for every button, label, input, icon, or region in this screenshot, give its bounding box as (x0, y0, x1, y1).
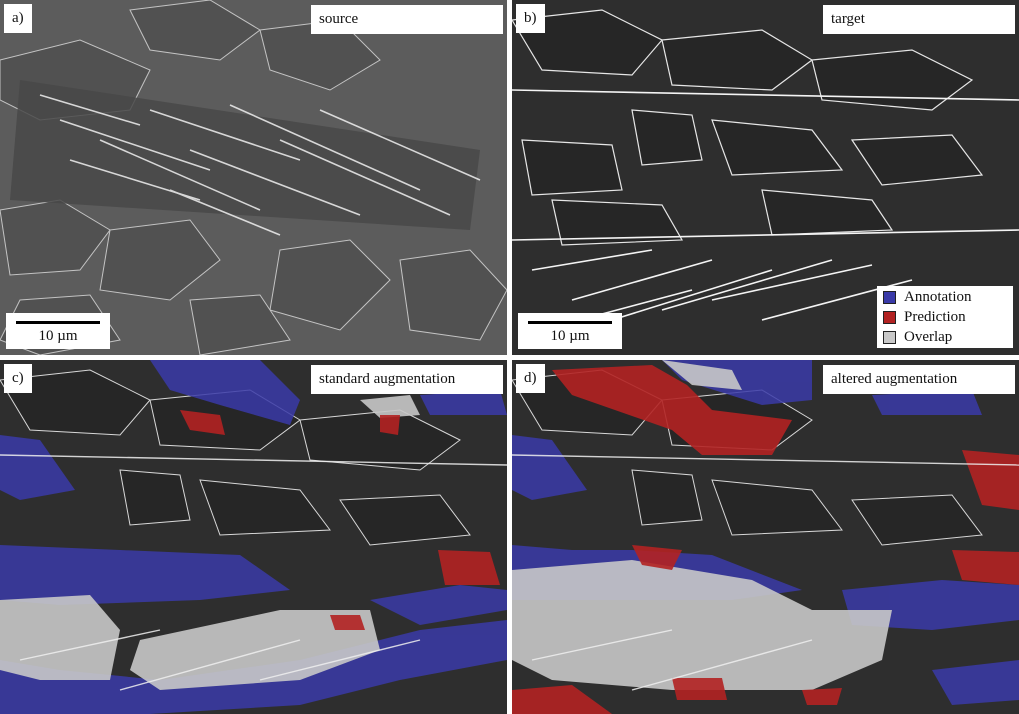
panel-b-title: target (823, 5, 1015, 34)
micrograph-image-target (512, 0, 1019, 355)
legend-label: Prediction (904, 308, 966, 325)
prediction-swatch (883, 310, 896, 324)
panel-d-altered-augmentation: d) altered augmentation (512, 360, 1019, 714)
panel-d-title: altered augmentation (823, 365, 1015, 394)
panel-c-standard-augmentation: c) standard augmentation (0, 360, 507, 714)
legend-item-annotation: Annotation (883, 289, 972, 305)
legend-item-overlap: Overlap (883, 329, 952, 345)
panel-a-scale-bar: 10 µm (6, 313, 110, 349)
overlap-swatch (883, 330, 896, 344)
legend-item-prediction: Prediction (883, 309, 966, 325)
panel-b-scale-bar: 10 µm (518, 313, 622, 349)
legend: Annotation Prediction Overlap (877, 286, 1013, 348)
legend-label: Overlap (904, 328, 953, 345)
segmentation-overlay-standard (0, 360, 507, 714)
segmentation-overlay-altered (512, 360, 1019, 714)
panel-c-title: standard augmentation (311, 365, 503, 394)
panel-b-letter: b) (516, 4, 545, 33)
panel-a-letter: a) (4, 4, 32, 33)
panel-a-source: a) source 10 µm (0, 0, 507, 355)
scale-bar-label: 10 µm (550, 328, 590, 344)
scale-bar-line (528, 321, 612, 324)
legend-label: Annotation (904, 288, 972, 305)
scale-bar-label: 10 µm (38, 328, 78, 344)
annotation-swatch (883, 290, 896, 304)
panel-b-target: b) target 10 µm Annotation Prediction Ov… (512, 0, 1019, 355)
micrograph-image-source (0, 0, 507, 355)
panel-c-letter: c) (4, 364, 32, 393)
panel-a-title: source (311, 5, 503, 34)
panel-d-letter: d) (516, 364, 545, 393)
scale-bar-line (16, 321, 100, 324)
